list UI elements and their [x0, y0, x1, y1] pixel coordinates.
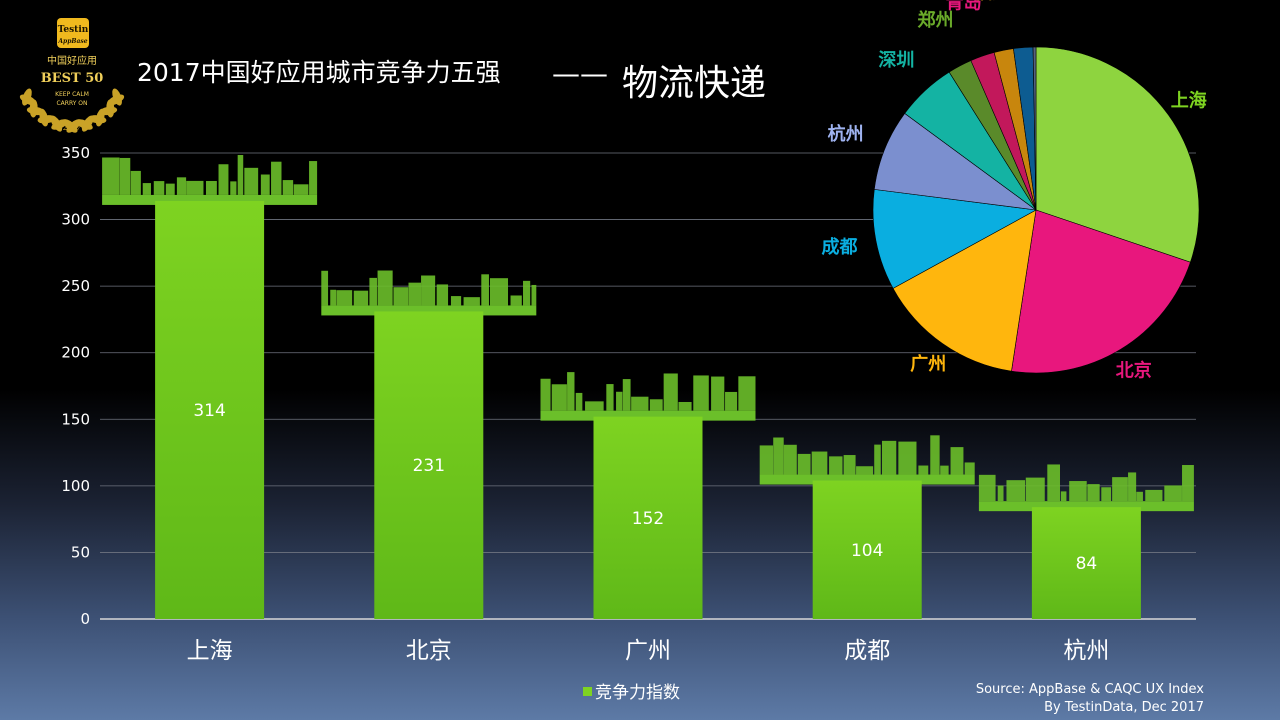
bar: [593, 416, 703, 619]
award-badge: Testin AppBase 中国好应用 BEST 50 KEEP CALM C…: [19, 18, 125, 133]
bar-value-label: 84: [1076, 554, 1098, 574]
skyline-icon: [978, 464, 1194, 512]
bar-value-label: 231: [413, 456, 445, 476]
y-tick-label: 300: [61, 211, 90, 229]
y-tick-label: 150: [61, 410, 90, 428]
badge-brand-sub: AppBase: [57, 38, 87, 45]
badge-line2: BEST 50: [41, 71, 104, 86]
x-axis: 上海 北京 广州 成都 杭州: [187, 638, 1110, 664]
badge-line3: KEEP CALM: [55, 91, 89, 98]
laurel-leaf: [26, 106, 45, 116]
laurel-wreath-icon: [19, 88, 125, 133]
bar: [1031, 507, 1141, 619]
laurel-leaf: [51, 119, 68, 130]
legend: 竞争力指数: [583, 683, 680, 703]
badge-brand: Testin: [58, 25, 89, 35]
pie-label: 成都: [821, 236, 857, 258]
y-tick-label: 0: [80, 610, 90, 628]
badge-year: 2017: [62, 124, 81, 132]
pie-label: 青岛: [946, 0, 982, 13]
y-tick-label: 250: [61, 277, 90, 295]
badge-line4: CARRY ON: [56, 100, 87, 107]
laurel-leaf: [106, 99, 115, 118]
legend-swatch: [583, 687, 592, 696]
title-dash: ——: [552, 57, 608, 90]
skyline-icon: [102, 155, 318, 205]
source-line-2: By TestinData, Dec 2017: [1044, 700, 1204, 715]
skyline-icon: [321, 270, 537, 316]
pie-label: 福州: [973, 0, 1010, 3]
bar-series: [155, 200, 1141, 619]
y-axis: 0 50 100 150 200 250 300 350: [61, 144, 90, 628]
pie-label: 郑州: [918, 9, 954, 31]
laurel-leaf: [112, 88, 122, 106]
city-skylines: [102, 155, 1194, 512]
bar: [812, 480, 922, 619]
pie-slice: [1011, 209, 1191, 374]
badge-line1: 中国好应用: [47, 54, 97, 67]
x-tick-label: 北京: [406, 638, 452, 664]
y-tick-label: 100: [61, 477, 90, 495]
skyline-icon: [540, 372, 756, 421]
page-title: 2017中国好应用城市竞争力五强: [137, 58, 501, 87]
y-tick-label: 350: [61, 144, 90, 162]
laurel-leaf: [81, 115, 94, 132]
skyline-icon: [759, 435, 975, 485]
pie-label: 上海: [1171, 89, 1207, 111]
pie-slice: [892, 209, 1037, 372]
pie-label: 北京: [1116, 360, 1152, 382]
page-subtitle: 物流快递: [622, 63, 766, 104]
laurel-leaf: [95, 108, 105, 127]
pie-label: 广州: [910, 353, 946, 375]
laurel-leaf: [66, 119, 81, 133]
bar-value-label: 314: [193, 401, 225, 421]
x-tick-label: 广州: [625, 638, 671, 664]
bar-data-labels: 314 231 152 104 84: [193, 401, 1097, 574]
x-tick-label: 成都: [844, 638, 890, 664]
pie-labels: 上海北京广州成都杭州深圳郑州青岛福州长沙保定: [821, 0, 1206, 382]
bar: [374, 311, 484, 619]
y-tick-label: 200: [61, 344, 90, 362]
y-tick-label: 50: [71, 543, 90, 561]
pie-label: 深圳: [878, 49, 914, 71]
pie-slice: [1035, 46, 1200, 263]
bar-value-label: 104: [851, 541, 883, 561]
bar-value-label: 152: [632, 509, 664, 529]
x-tick-label: 杭州: [1063, 638, 1109, 664]
laurel-leaf: [37, 115, 56, 124]
source-line-1: Source: AppBase & CAQC UX Index: [976, 682, 1204, 697]
laurel-leaf: [19, 94, 37, 106]
x-tick-label: 上海: [187, 638, 233, 664]
badge-logo: [57, 18, 89, 48]
bar: [155, 200, 265, 619]
legend-label: 竞争力指数: [595, 683, 680, 703]
pie-chart: [872, 46, 1200, 374]
pie-label: 杭州: [828, 123, 864, 145]
pie-slice: [872, 189, 1037, 289]
pie-slice: [1032, 46, 1037, 211]
